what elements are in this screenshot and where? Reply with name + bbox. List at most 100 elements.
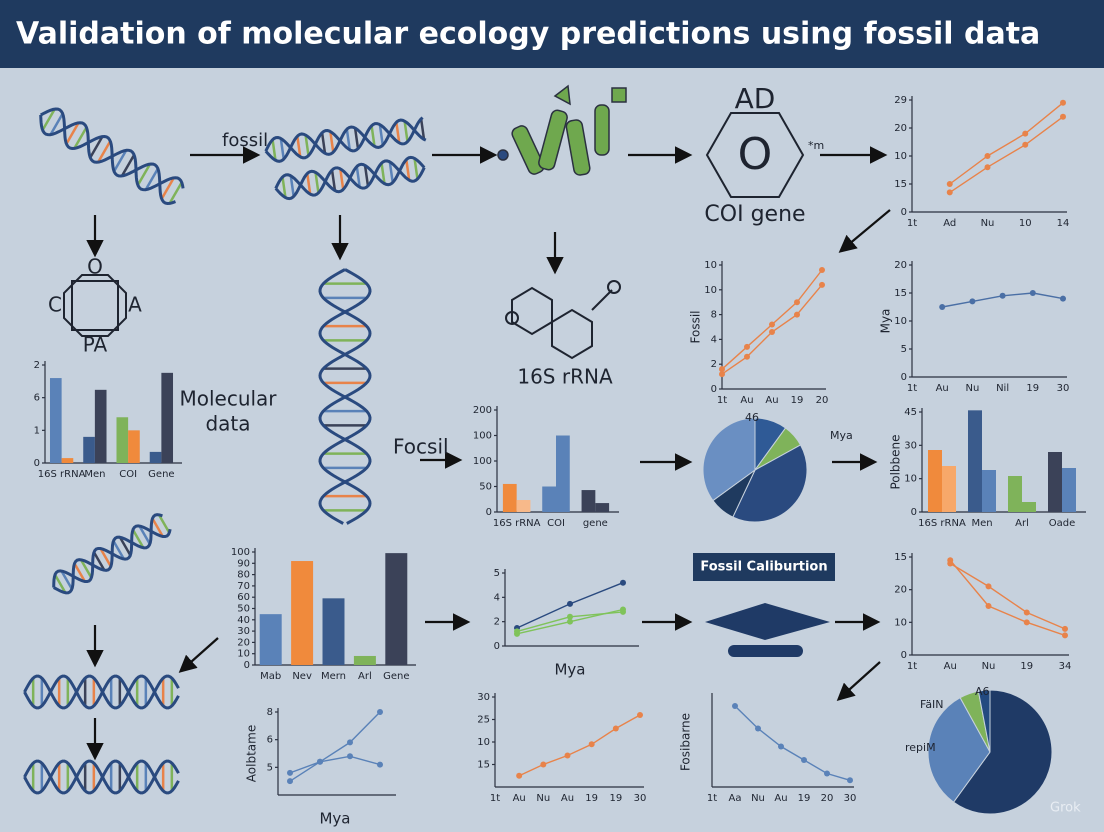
y-tick-label: 6 bbox=[34, 393, 40, 404]
point bbox=[287, 769, 293, 776]
point bbox=[588, 741, 595, 748]
y-tick-label: 0 bbox=[901, 207, 907, 218]
point bbox=[769, 321, 775, 328]
point bbox=[939, 304, 946, 310]
bar bbox=[94, 389, 107, 463]
y-tick-label: 0 bbox=[901, 372, 907, 383]
calibration-bar bbox=[728, 645, 803, 657]
dna-rung bbox=[120, 154, 136, 177]
y-tick-label: 8 bbox=[267, 707, 273, 718]
dna-rung bbox=[65, 122, 80, 145]
point bbox=[620, 608, 626, 615]
dna-rung bbox=[353, 127, 360, 149]
label: data bbox=[205, 412, 250, 436]
y-tick-label: 10 bbox=[904, 474, 917, 485]
y-tick-label: 6 bbox=[267, 735, 273, 746]
point bbox=[732, 703, 738, 709]
y-tick-label: 0 bbox=[486, 507, 492, 518]
dna-rung bbox=[112, 149, 128, 172]
dna-rung bbox=[136, 163, 152, 186]
x-tick-label: Mern bbox=[321, 671, 346, 682]
point bbox=[847, 777, 853, 784]
y-tick-label: 30 bbox=[904, 440, 917, 451]
x-tick-label: Nu bbox=[965, 383, 979, 394]
dna-helix bbox=[318, 268, 372, 526]
pie-slice bbox=[977, 689, 991, 753]
bar bbox=[1022, 502, 1036, 512]
y-tick-label: 20 bbox=[237, 637, 250, 648]
dna-rung bbox=[419, 118, 426, 140]
x-tick-label: Au bbox=[513, 793, 526, 804]
dna-rung bbox=[314, 172, 320, 194]
x-tick-label: Mab bbox=[260, 671, 281, 682]
dna-rung bbox=[279, 138, 285, 160]
x-tick-label: Nev bbox=[292, 671, 312, 682]
point bbox=[946, 189, 953, 196]
y-tick-label: 2 bbox=[34, 360, 40, 371]
dna-rung bbox=[388, 161, 394, 183]
x-tick-label: 10 bbox=[1019, 218, 1032, 229]
point bbox=[1023, 619, 1030, 626]
bar bbox=[928, 450, 942, 512]
dna-rung bbox=[339, 168, 345, 190]
y-tick-label: 70 bbox=[237, 581, 250, 592]
y-tick-label: 15 bbox=[477, 760, 490, 771]
watermark: Grok bbox=[1050, 801, 1081, 816]
dna-rung bbox=[92, 551, 106, 571]
point bbox=[985, 603, 992, 609]
dna-strand bbox=[264, 118, 427, 163]
dna-helix bbox=[52, 513, 172, 595]
x-tick-label: 19 bbox=[609, 793, 622, 804]
dna-rung bbox=[378, 124, 384, 146]
label: Molecular bbox=[179, 387, 277, 411]
x-tick-label: 1t bbox=[907, 218, 917, 229]
point bbox=[794, 311, 800, 318]
dna-rung bbox=[289, 175, 295, 197]
bar bbox=[291, 561, 314, 665]
x-tick-label: Nil bbox=[996, 383, 1009, 394]
point bbox=[755, 725, 761, 732]
x-tick-label: Gene bbox=[383, 671, 409, 682]
bar bbox=[61, 458, 74, 463]
point bbox=[1023, 609, 1030, 616]
dna-helix bbox=[264, 116, 427, 163]
bar bbox=[942, 466, 956, 512]
y-tick-label: 90 bbox=[237, 558, 250, 569]
point bbox=[612, 725, 619, 732]
y-tick-label: 40 bbox=[237, 615, 250, 626]
x-tick-label: Ad bbox=[943, 218, 956, 229]
label: Fossil Caliburtion bbox=[700, 560, 827, 575]
label: fossil bbox=[222, 130, 268, 151]
label: PA bbox=[83, 333, 108, 357]
bar bbox=[982, 470, 996, 512]
dna-strand bbox=[23, 759, 180, 795]
y-tick-label: 30 bbox=[237, 626, 250, 637]
dna-rung bbox=[345, 129, 351, 151]
y-tick-label: 0 bbox=[34, 458, 40, 469]
y-tick-label: 15 bbox=[894, 179, 907, 190]
x-tick-label: Gene bbox=[148, 469, 174, 480]
point bbox=[347, 753, 353, 760]
label: AD bbox=[735, 82, 776, 115]
point bbox=[824, 770, 830, 777]
dna-rung bbox=[168, 181, 183, 205]
y-tick-label: 10 bbox=[237, 649, 250, 660]
dna-rung bbox=[112, 540, 125, 560]
x-tick-label: gene bbox=[583, 518, 608, 529]
bar bbox=[1008, 476, 1022, 512]
point bbox=[540, 761, 547, 768]
x-tick-label: Men bbox=[84, 469, 105, 480]
dna-rung bbox=[306, 173, 312, 195]
bar bbox=[259, 614, 282, 665]
point bbox=[377, 709, 383, 715]
point bbox=[567, 613, 573, 620]
y-tick-label: 50 bbox=[237, 604, 250, 615]
y-tick-label: 50 bbox=[479, 482, 492, 493]
pie-label: FäIN bbox=[920, 698, 944, 711]
point bbox=[794, 299, 800, 306]
x-tick-label: Arl bbox=[1015, 518, 1029, 529]
dna-rung bbox=[89, 135, 104, 159]
dna-rung bbox=[79, 559, 93, 579]
point bbox=[516, 772, 523, 779]
dna-rung bbox=[413, 158, 419, 180]
